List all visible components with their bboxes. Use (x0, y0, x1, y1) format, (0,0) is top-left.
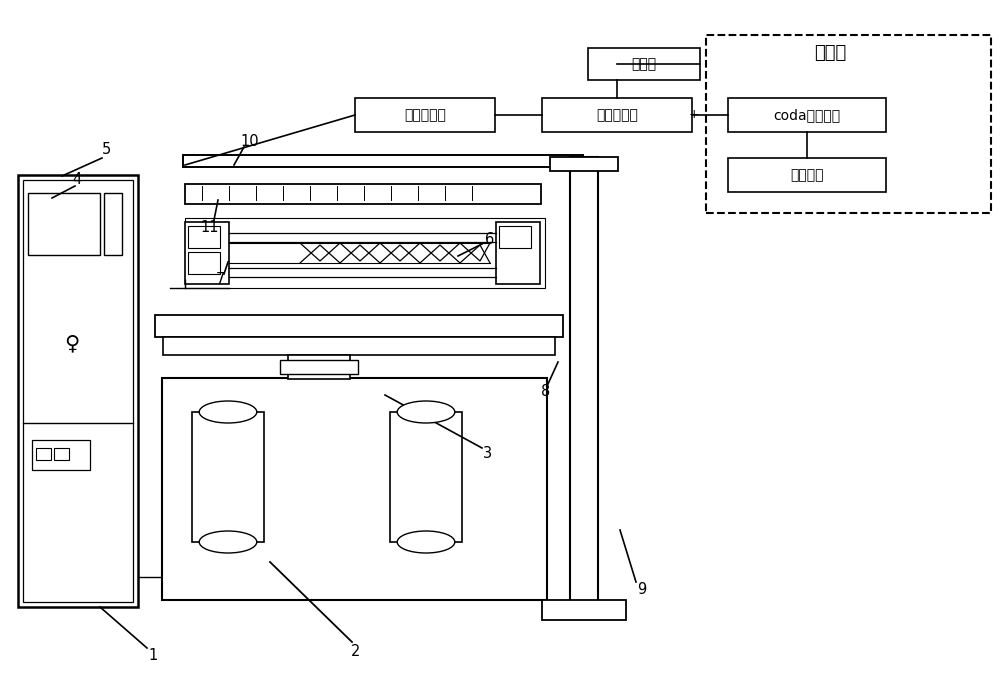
Text: 4: 4 (72, 172, 82, 187)
Bar (288, 355, 350, 379)
Bar (728, 158, 886, 192)
Bar (496, 222, 540, 284)
Bar (104, 193, 122, 255)
Bar (36, 448, 51, 460)
Ellipse shape (397, 401, 455, 423)
Bar (728, 98, 886, 132)
Text: 1: 1 (148, 648, 158, 663)
Ellipse shape (199, 401, 257, 423)
Ellipse shape (397, 531, 455, 553)
Bar (183, 155, 583, 167)
Bar (28, 193, 100, 255)
Text: 6: 6 (485, 233, 495, 248)
Text: +: + (689, 108, 699, 121)
Bar (390, 412, 462, 542)
Ellipse shape (199, 531, 257, 553)
Text: coda分析软件: coda分析软件 (773, 108, 841, 122)
Text: 动态应变仪: 动态应变仪 (404, 108, 446, 122)
Bar (155, 315, 563, 337)
Bar (32, 440, 90, 470)
Bar (188, 226, 220, 248)
Text: 9: 9 (637, 582, 647, 598)
Bar (162, 378, 547, 600)
Text: 10: 10 (241, 134, 259, 148)
Bar (23, 180, 133, 602)
Text: 数据采集仪: 数据采集仪 (596, 108, 638, 122)
Bar (188, 252, 220, 274)
Text: 输出图表: 输出图表 (790, 168, 824, 182)
Bar (280, 360, 358, 374)
Bar (550, 157, 618, 171)
Text: 5: 5 (101, 143, 111, 158)
Bar (185, 218, 545, 288)
Bar (706, 35, 991, 213)
Text: 7: 7 (215, 272, 225, 287)
Bar (499, 226, 531, 248)
Bar (192, 412, 264, 542)
Bar (588, 48, 700, 80)
Bar (185, 184, 541, 204)
Bar (542, 98, 692, 132)
Bar (18, 175, 138, 607)
Bar (54, 448, 69, 460)
Text: 2: 2 (351, 645, 361, 659)
Text: 11: 11 (201, 220, 219, 235)
Text: 示波器: 示波器 (631, 57, 657, 71)
Text: ♀: ♀ (64, 333, 80, 353)
Bar (163, 337, 555, 355)
Text: 3: 3 (483, 447, 493, 462)
Bar (355, 98, 495, 132)
Bar (570, 157, 598, 607)
Bar (185, 222, 229, 284)
Bar (542, 600, 626, 620)
Text: 8: 8 (541, 384, 551, 399)
Text: 计算机: 计算机 (814, 44, 846, 62)
